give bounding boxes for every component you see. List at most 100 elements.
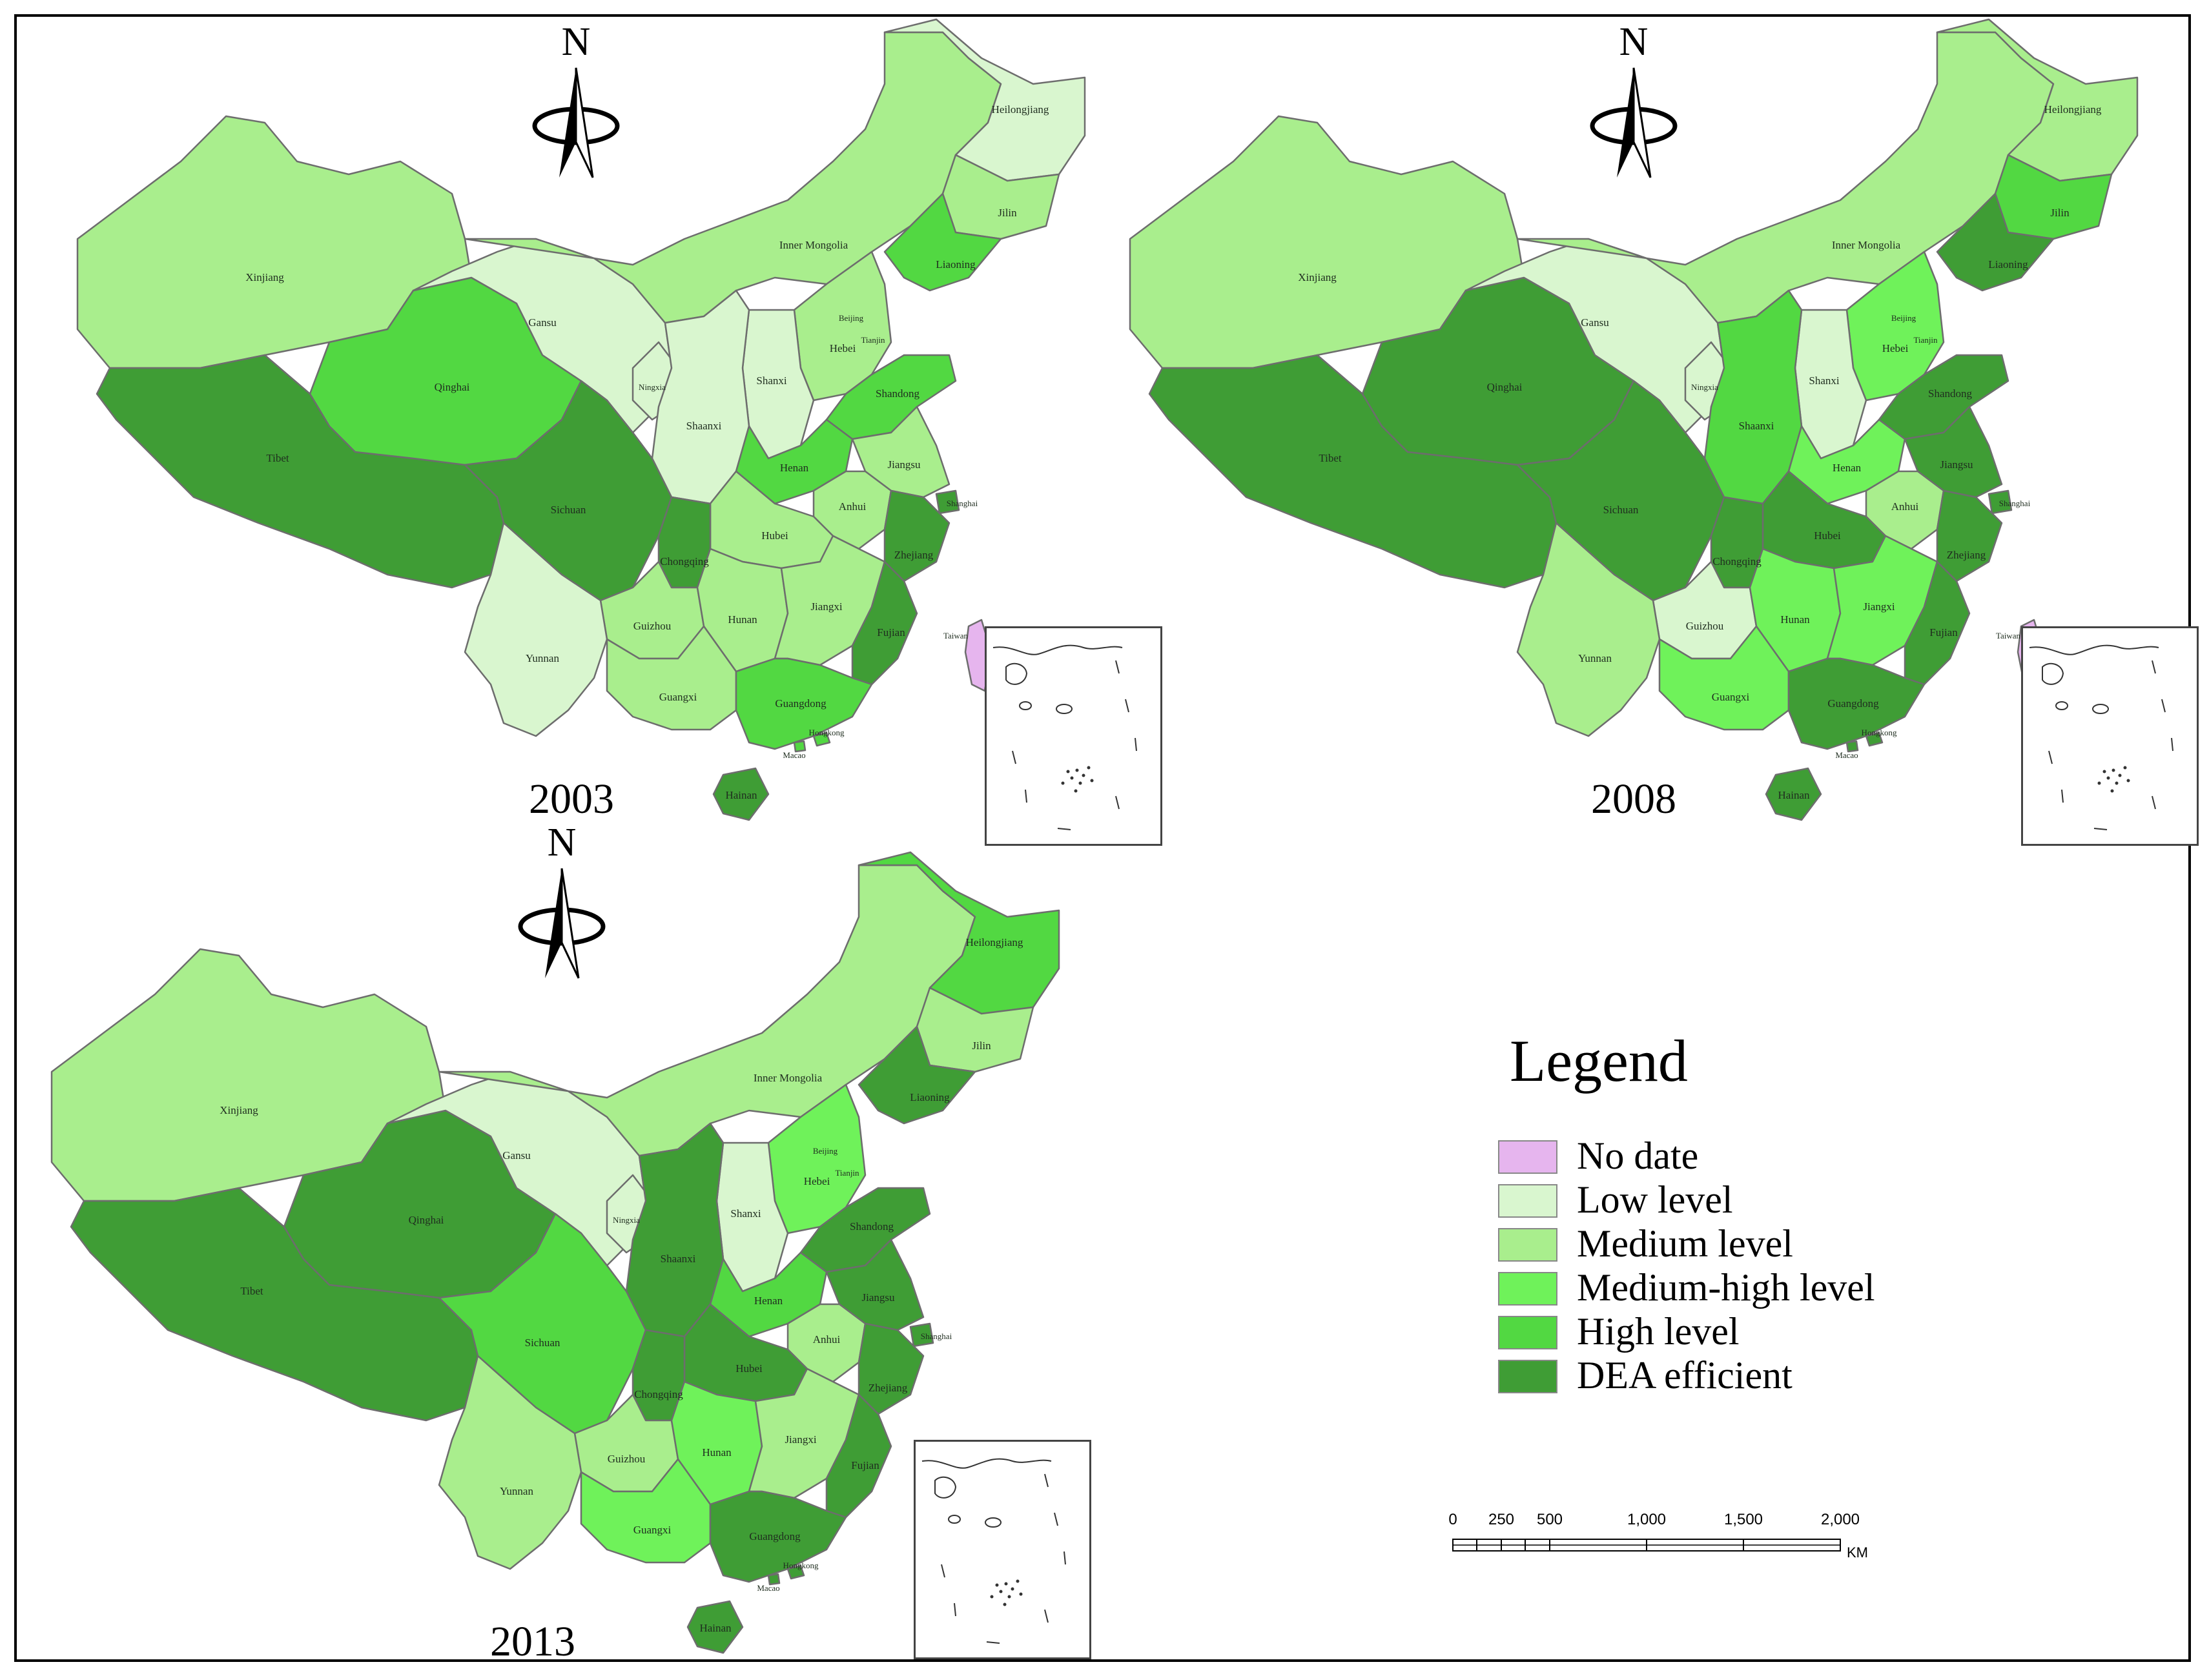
province-liaoning (883, 192, 1002, 292)
province-label-shanghai: Shanghai (946, 498, 978, 508)
province-label-zhejiang: Zhejiang (894, 549, 934, 561)
south-china-sea-inset-2003 (985, 626, 1162, 846)
province-label-guangdong: Guangdong (1827, 697, 1879, 710)
province-label-guangdong: Guangdong (749, 1530, 801, 1542)
province-hongkong (812, 732, 831, 747)
province-label-sichuan: Sichuan (550, 504, 586, 516)
province-label-shandong: Shandong (876, 387, 920, 400)
province-label-hainan: Hainan (725, 789, 757, 801)
south-china-sea-inset-2008 (2021, 626, 2199, 846)
province-hongkong (786, 1564, 805, 1580)
province-guangdong (709, 1490, 847, 1583)
province-label-hainan: Hainan (1778, 789, 1810, 801)
province-label-hebei: Hebei (829, 342, 856, 354)
province-label-guizhou: Guizhou (607, 1453, 646, 1465)
province-label-shandong: Shandong (850, 1220, 894, 1233)
province-hongkong (1865, 732, 1884, 747)
province-label-jilin: Jilin (2050, 207, 2070, 219)
province-label-yunnan: Yunnan (526, 652, 559, 664)
legend-swatch (1498, 1140, 1557, 1174)
province-label-henan: Henan (754, 1295, 783, 1307)
legend-swatch (1498, 1228, 1557, 1262)
province-label-gansu: Gansu (528, 316, 557, 329)
province-label-jiangsu: Jiangsu (861, 1291, 895, 1304)
province-yunnan (1516, 522, 1661, 737)
province-label-tianjin: Tianjin (861, 335, 885, 345)
province-label-hainan: Hainan (699, 1622, 732, 1634)
legend-swatch (1498, 1184, 1557, 1218)
legend-swatch (1498, 1360, 1557, 1393)
legend-label: Low level (1577, 1178, 1733, 1221)
province-label-fujian: Fujian (1929, 626, 1958, 639)
province-label-sichuan: Sichuan (1603, 504, 1639, 516)
province-label-xinjiang: Xinjiang (245, 271, 284, 283)
province-shanghai (1988, 489, 2013, 515)
province-label-hebei: Hebei (803, 1175, 830, 1187)
province-hainan (712, 767, 770, 821)
province-macao (793, 740, 807, 753)
province-map-svg (76, 18, 1086, 821)
province-label-shaanxi: Shaanxi (686, 420, 722, 432)
scale-unit: KM (1847, 1544, 1868, 1561)
north-letter: N (561, 20, 591, 64)
province-label-hebei: Hebei (1882, 342, 1909, 354)
province-label-zhejiang: Zhejiang (868, 1382, 908, 1394)
province-label-yunnan: Yunnan (500, 1485, 533, 1497)
province-label-shanxi: Shanxi (756, 374, 787, 387)
province-label-jilin: Jilin (972, 1040, 991, 1052)
legend-label: High level (1577, 1310, 1740, 1353)
province-label-qinghai: Qinghai (1486, 381, 1523, 393)
province-label-hubei: Hubei (1814, 529, 1841, 542)
province-label-tibet: Tibet (266, 452, 289, 464)
legend-swatch (1498, 1272, 1557, 1306)
province-label-guangxi: Guangxi (659, 691, 697, 703)
province-label-hubei: Hubei (735, 1362, 763, 1375)
province-yunnan (438, 1355, 582, 1570)
province-label-taiwan: Taiwan (1995, 631, 2021, 640)
scale-tick: 1,000 (1627, 1511, 1667, 1528)
province-label-ningxia: Ningxia (613, 1215, 640, 1225)
province-label-guizhou: Guizhou (1685, 620, 1724, 632)
north-arrow-icon (1590, 67, 1678, 178)
province-shanghai (935, 489, 960, 515)
province-label-qinghai: Qinghai (434, 381, 470, 393)
province-label-xinjiang: Xinjiang (1298, 271, 1337, 283)
province-label-macao: Macao (1835, 750, 1858, 760)
province-label-henan: Henan (779, 462, 809, 474)
legend: Legend No date Low level Medium level Mediu… (1498, 1027, 1950, 1427)
province-shaanxi (651, 289, 750, 505)
province-label-ningxia: Ningxia (1691, 382, 1718, 392)
province-label-guizhou: Guizhou (633, 620, 672, 632)
province-label-liaoning: Liaoning (910, 1091, 950, 1103)
north-arrow-2008: N (1588, 19, 1679, 181)
province-label-tibet: Tibet (1319, 452, 1342, 464)
province-map-svg (1129, 18, 2139, 821)
legend-label: Medium-high level (1577, 1266, 1875, 1309)
province-label-shanxi: Shanxi (1809, 374, 1840, 387)
province-label-inner-mongolia: Inner Mongolia (1831, 239, 1901, 251)
province-label-macao: Macao (783, 750, 806, 760)
province-label-beijing: Beijing (1891, 313, 1916, 323)
province-label-heilongjiang: Heilongjiang (991, 103, 1049, 116)
province-label-liaoning: Liaoning (1988, 258, 2028, 271)
province-label-hongkong: Hongkong (1861, 728, 1897, 737)
province-label-hunan: Hunan (728, 613, 757, 626)
province-label-heilongjiang: Heilongjiang (2044, 103, 2102, 116)
year-label-2008: 2008 (1591, 775, 1676, 823)
scale-tick: 250 (1488, 1511, 1515, 1528)
province-label-hongkong: Hongkong (808, 728, 845, 737)
province-label-hubei: Hubei (761, 529, 788, 542)
province-label-fujian: Fujian (877, 626, 905, 639)
map-2013: Xinjiang Tibet Qinghai Gansu Inner Mongolia H… (26, 839, 1124, 1679)
province-guangdong (1787, 657, 1926, 750)
province-label-hunan: Hunan (1780, 613, 1810, 626)
province-label-liaoning: Liaoning (936, 258, 976, 271)
province-yunnan (464, 522, 608, 737)
province-label-jiangsu: Jiangsu (1940, 458, 1973, 471)
province-label-ningxia: Ningxia (639, 382, 666, 392)
province-label-shanghai: Shanghai (1998, 498, 2031, 508)
province-label-shandong: Shandong (1928, 387, 1972, 400)
scale-tick: 500 (1536, 1511, 1563, 1528)
map-2008: Xinjiang Tibet Qinghai Gansu Inner Mongolia H… (1104, 6, 2202, 846)
legend-swatch (1498, 1316, 1557, 1349)
